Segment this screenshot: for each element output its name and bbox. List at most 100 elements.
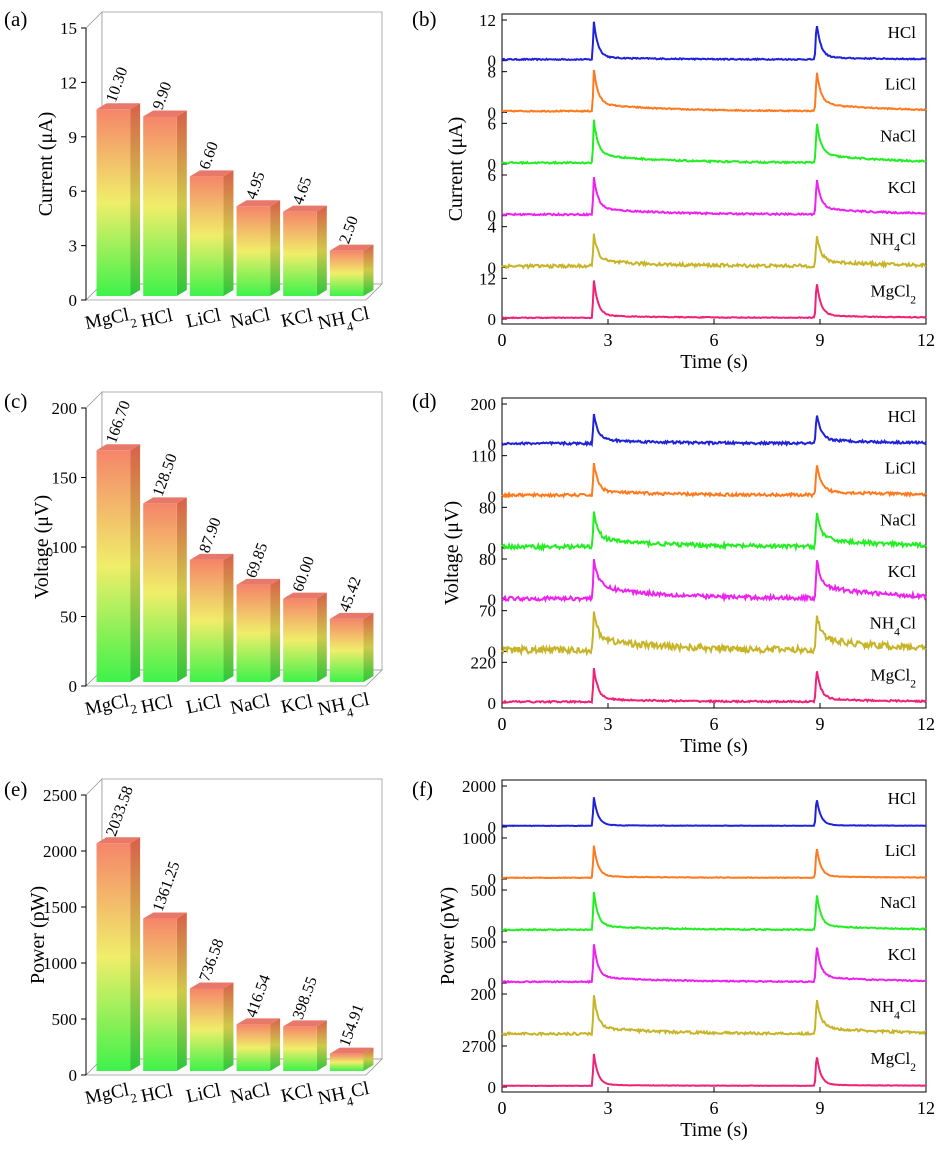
series-label: KCl	[888, 945, 917, 964]
bar	[329, 618, 364, 682]
series-label: MgCl2	[871, 665, 917, 690]
y-axis-label: Current (μA)	[35, 112, 57, 217]
bar-top	[189, 982, 234, 989]
bar-top	[329, 1047, 374, 1054]
category-label: LiCl	[184, 305, 222, 333]
y-tick-label: 220	[471, 653, 497, 672]
series-line	[502, 177, 927, 217]
bar-top	[143, 912, 187, 919]
x-tick-label: 3	[604, 330, 613, 350]
y-tick-label: 6	[69, 182, 78, 201]
category-label: LiCl	[184, 1080, 222, 1108]
y-axis-label: Power (pW)	[27, 886, 49, 984]
y-tick-label: 9	[69, 128, 78, 147]
series-line	[501, 233, 927, 270]
bar-side	[363, 612, 374, 682]
bar-top	[143, 110, 187, 117]
x-tick-label: 0	[498, 330, 507, 350]
x-tick-label: 12	[917, 330, 935, 350]
y-tick-label: 15	[60, 19, 77, 38]
series-line	[501, 511, 927, 553]
panel-label: (f)	[412, 777, 433, 801]
bar-side	[176, 912, 187, 1071]
y-tick-label: 2700	[462, 1037, 496, 1056]
series-line	[501, 891, 927, 932]
y-tick-label: 80	[479, 550, 496, 569]
bar-top	[236, 1018, 281, 1025]
y-tick-label: 70	[479, 602, 496, 621]
y-tick-label: 80	[479, 498, 496, 517]
y-tick-label: 0	[488, 694, 497, 713]
bar-top	[283, 592, 327, 599]
y-tick-label: 500	[471, 933, 497, 952]
series-label: KCl	[888, 562, 917, 581]
y-tick-label: 0	[488, 155, 497, 174]
series-label: MgCl2	[871, 281, 917, 306]
panel-label: (c)	[4, 389, 27, 413]
category-label: NH4Cl	[316, 689, 372, 726]
bar-side	[316, 1020, 327, 1071]
bar-side	[270, 578, 281, 682]
bar	[189, 176, 224, 296]
y-tick-label: 0	[488, 870, 497, 889]
y-axis-label: Voltage (μV)	[31, 495, 53, 599]
bar-top	[96, 837, 141, 844]
x-tick-label: 3	[604, 714, 613, 734]
y-tick-label: 12	[479, 269, 496, 288]
y-tick-label: 0	[488, 103, 497, 122]
y-tick-label: 0	[488, 974, 497, 993]
series-label: NH4Cl	[870, 997, 917, 1022]
y-tick-label: 0	[488, 642, 497, 661]
y-tick-label: 0	[488, 310, 497, 329]
series-line	[501, 944, 926, 984]
y-tick-label: 0	[488, 1078, 497, 1097]
y-tick-label: 1500	[43, 898, 77, 917]
y-tick-label: 0	[488, 1026, 497, 1045]
bar	[283, 1026, 317, 1071]
bar	[189, 988, 224, 1071]
bar-side	[130, 103, 141, 296]
series-line	[501, 845, 927, 880]
bar-side	[223, 553, 234, 682]
series-line	[502, 668, 927, 705]
y-tick-label: 12	[60, 73, 77, 92]
bar	[236, 584, 271, 682]
series-label: HCl	[888, 23, 917, 42]
category-label: KCl	[279, 305, 314, 332]
y-tick-label: 0	[488, 922, 497, 941]
series-line	[501, 462, 927, 499]
series-label: NH4Cl	[870, 614, 917, 639]
y-tick-label: 0	[488, 207, 497, 226]
x-tick-label: 6	[710, 330, 719, 350]
bar-top	[236, 200, 281, 207]
category-label: NH4Cl	[316, 1078, 372, 1115]
y-tick-label: 0	[488, 436, 497, 455]
y-axis-label: Power (pW)	[437, 887, 459, 985]
panel-label: (b)	[412, 7, 437, 31]
bar-side	[316, 205, 327, 296]
y-tick-label: 0	[488, 52, 497, 71]
series-label: NaCl	[880, 126, 916, 145]
series-line	[501, 995, 926, 1037]
bar	[236, 1024, 271, 1071]
y-tick-label: 500	[52, 1010, 78, 1029]
y-tick-label: 0	[69, 1066, 78, 1085]
series-line	[501, 119, 927, 166]
x-tick-label: 9	[816, 330, 825, 350]
y-tick-label: 50	[60, 608, 77, 627]
category-label: KCl	[279, 691, 314, 718]
bar	[143, 116, 177, 296]
x-tick-label: 6	[710, 1098, 719, 1118]
y-tick-label: 200	[471, 985, 497, 1004]
y-tick-label: 6	[488, 166, 497, 185]
x-tick-label: 0	[498, 714, 507, 734]
series-line	[501, 797, 927, 828]
y-tick-label: 2500	[43, 786, 77, 805]
bar-top	[236, 578, 281, 585]
category-label: LiCl	[184, 691, 222, 719]
y-axis-label: Voltage (μV)	[441, 501, 463, 605]
bar-top	[329, 612, 374, 619]
series-label: LiCl	[885, 841, 916, 860]
bar-side	[130, 444, 141, 682]
